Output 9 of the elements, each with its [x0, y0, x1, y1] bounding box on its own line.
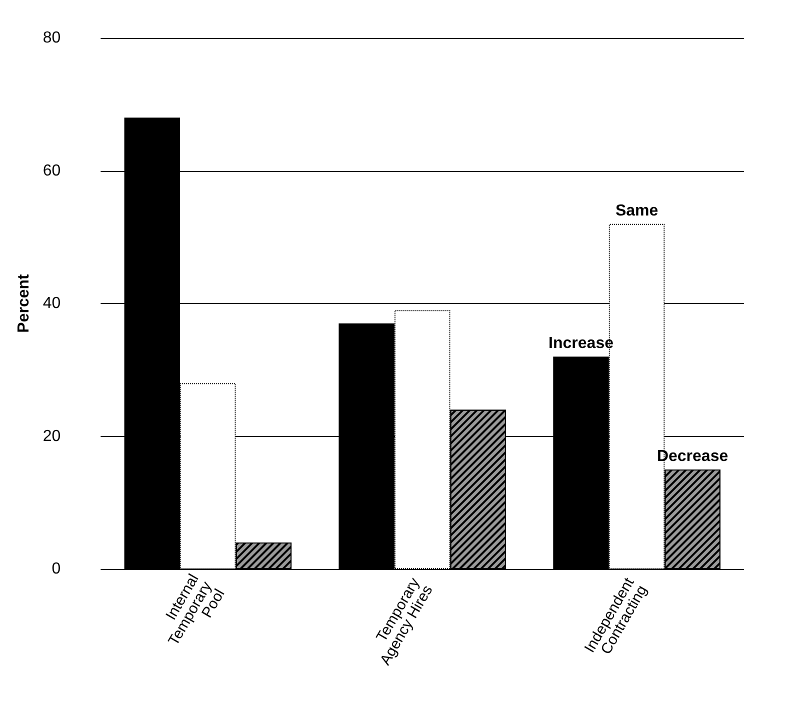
y-tick-label: 20: [42, 428, 61, 445]
y-axis-title: Percent: [16, 273, 32, 333]
y-tick-label: 0: [52, 560, 61, 578]
y-tick-label: 40: [42, 295, 61, 312]
series-label: Increase: [548, 335, 614, 352]
y-tick-label: 80: [42, 30, 61, 46]
series-label: Same: [615, 202, 658, 220]
series-label: Decrease: [656, 448, 728, 465]
y-tick-label: 60: [42, 162, 61, 180]
